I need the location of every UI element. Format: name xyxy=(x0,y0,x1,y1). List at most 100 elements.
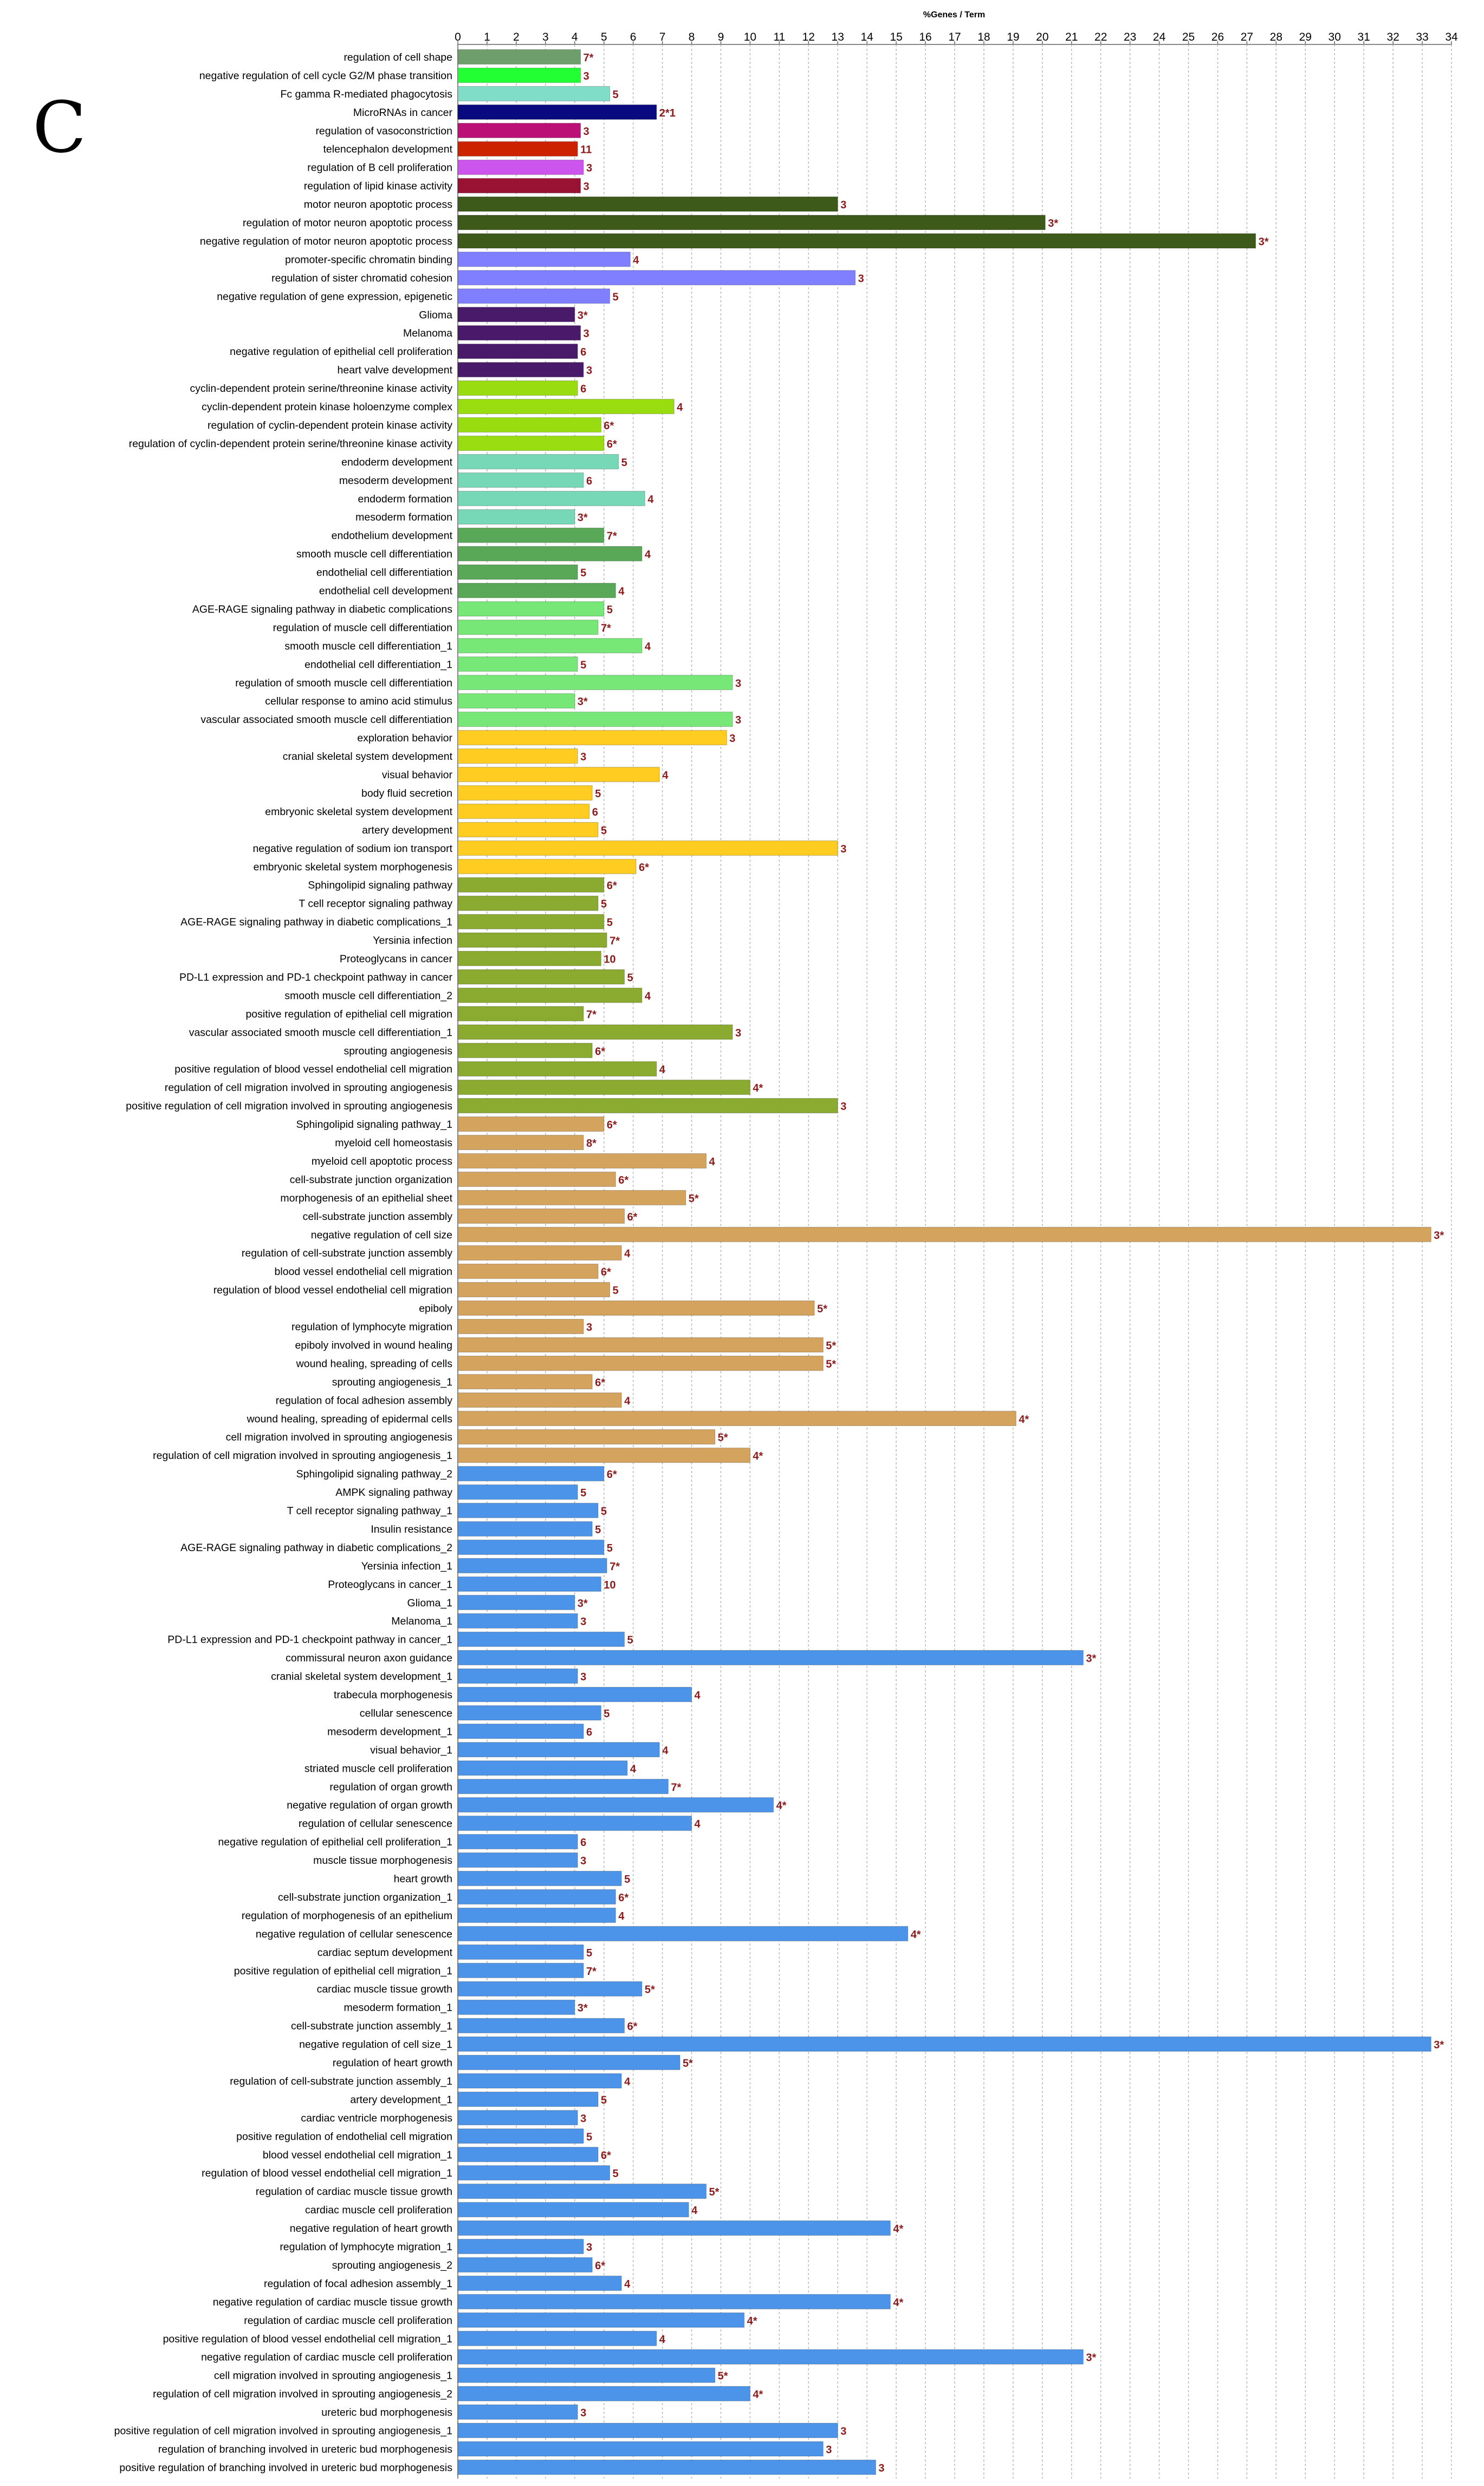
count-label: 6 xyxy=(586,1726,592,1738)
count-label: 4* xyxy=(753,1082,763,1094)
count-label: 6* xyxy=(607,438,617,450)
x-tick-label: 26 xyxy=(1211,31,1224,43)
bar xyxy=(457,2036,1431,2052)
category-label: endoderm formation xyxy=(358,493,452,505)
count-label: 3 xyxy=(584,181,589,193)
bar xyxy=(457,2257,593,2272)
category-label: blood vessel endothelial cell migration_… xyxy=(263,2149,452,2161)
count-label: 5 xyxy=(601,2094,607,2106)
x-tick-label: 13 xyxy=(832,31,844,43)
category-label: vascular associated smooth muscle cell d… xyxy=(189,1026,452,1038)
bar xyxy=(457,1319,584,1334)
category-label: regulation of cardiac muscle tissue grow… xyxy=(256,2186,452,2198)
x-tick-label: 10 xyxy=(744,31,756,43)
category-label: mesoderm formation_1 xyxy=(344,2002,452,2014)
category-label: smooth muscle cell differentiation_2 xyxy=(284,990,452,1002)
count-label: 5 xyxy=(627,1635,633,1646)
count-label: 5* xyxy=(718,2371,728,2382)
count-label: 3* xyxy=(1086,2352,1096,2364)
category-label: regulation of lymphocyte migration_1 xyxy=(280,2241,452,2253)
count-label: 5 xyxy=(595,788,601,800)
bar xyxy=(457,2312,745,2328)
bar xyxy=(457,1300,815,1316)
count-label: 6* xyxy=(639,862,649,874)
category-label: regulation of cell shape xyxy=(344,51,452,63)
count-label: 5* xyxy=(689,1193,699,1205)
bar xyxy=(457,1834,578,1850)
category-label: negative regulation of cell size_1 xyxy=(299,2039,452,2051)
bar xyxy=(457,1135,584,1151)
category-label: regulation of cell migration involved in… xyxy=(165,1082,452,1094)
category-label: cellular senescence xyxy=(360,1707,452,1719)
count-label: 4 xyxy=(691,2205,698,2217)
count-label: 3* xyxy=(578,309,588,321)
category-label: sprouting angiogenesis xyxy=(344,1045,452,1057)
count-label: 4 xyxy=(647,494,654,506)
count-label: 3 xyxy=(735,677,741,689)
x-tick-label: 6 xyxy=(630,31,637,43)
count-label: 3 xyxy=(735,714,741,726)
count-label: 4 xyxy=(695,1690,701,1702)
x-tick-label: 30 xyxy=(1329,31,1341,43)
bar xyxy=(457,1723,584,1739)
category-label: heart growth xyxy=(394,1873,452,1885)
category-label: commissural neuron axon guidance xyxy=(286,1652,452,1664)
count-label: 5* xyxy=(817,1303,827,1315)
category-label: negative regulation of cardiac muscle ti… xyxy=(213,2296,452,2308)
category-label: promoter-specific chromatin binding xyxy=(285,254,452,266)
bar xyxy=(457,509,575,525)
bar xyxy=(457,895,599,911)
category-label: endothelial cell differentiation xyxy=(316,567,452,579)
count-label: 6 xyxy=(592,806,598,818)
bar xyxy=(457,693,575,709)
bar xyxy=(457,435,605,451)
count-label: 3 xyxy=(840,199,846,211)
category-label: regulation of smooth muscle cell differe… xyxy=(235,677,452,689)
bar xyxy=(457,1392,622,1408)
category-label: regulation of cyclin-dependent protein s… xyxy=(129,438,453,450)
bar xyxy=(457,527,605,543)
bar xyxy=(457,730,727,746)
bar xyxy=(457,2055,681,2070)
x-tick-label: 16 xyxy=(919,31,931,43)
x-tick-label: 27 xyxy=(1241,31,1253,43)
category-label: AMPK signaling pathway xyxy=(335,1487,452,1499)
x-tick-label: 12 xyxy=(802,31,815,43)
bar xyxy=(457,951,601,966)
count-label: 3 xyxy=(586,163,592,175)
count-label: 3 xyxy=(584,70,589,82)
bar xyxy=(457,454,619,469)
bar xyxy=(457,1668,578,1684)
bar xyxy=(457,399,675,415)
bar xyxy=(457,987,643,1003)
count-label: 4 xyxy=(630,1763,637,1775)
bar xyxy=(457,2404,578,2420)
category-label: vascular associated smooth muscle cell d… xyxy=(200,714,452,726)
category-label: negative regulation of organ growth xyxy=(287,1799,452,1811)
count-label: 5 xyxy=(586,1947,592,1959)
bar-series xyxy=(457,49,1431,2475)
category-labels: regulation of cell shape negative regulat… xyxy=(114,51,453,2474)
bar xyxy=(457,1153,707,1168)
count-label: 4 xyxy=(662,770,669,782)
category-label: Proteoglycans in cancer xyxy=(340,953,453,965)
category-label: MicroRNAs in cancer xyxy=(353,107,453,119)
count-label: 3* xyxy=(1259,236,1269,248)
category-label: trabecula morphogenesis xyxy=(334,1689,452,1701)
bar xyxy=(457,1760,628,1776)
bar xyxy=(457,2349,1084,2365)
category-label: regulation of cyclin-dependent protein k… xyxy=(208,419,452,431)
category-label: visual behavior xyxy=(382,769,453,781)
category-label: negative regulation of sodium ion transp… xyxy=(252,843,452,855)
category-label: mesoderm development xyxy=(339,475,453,487)
bar xyxy=(457,1098,838,1114)
category-label: myeloid cell apoptotic process xyxy=(312,1155,452,1167)
count-label: 8* xyxy=(586,1138,597,1150)
category-label: regulation of lipid kinase activity xyxy=(304,180,452,192)
bar xyxy=(457,785,593,800)
category-label: muscle tissue morphogenesis xyxy=(313,1855,452,1867)
bar xyxy=(457,1024,733,1040)
bar xyxy=(457,1907,616,1923)
bar xyxy=(457,1043,593,1058)
